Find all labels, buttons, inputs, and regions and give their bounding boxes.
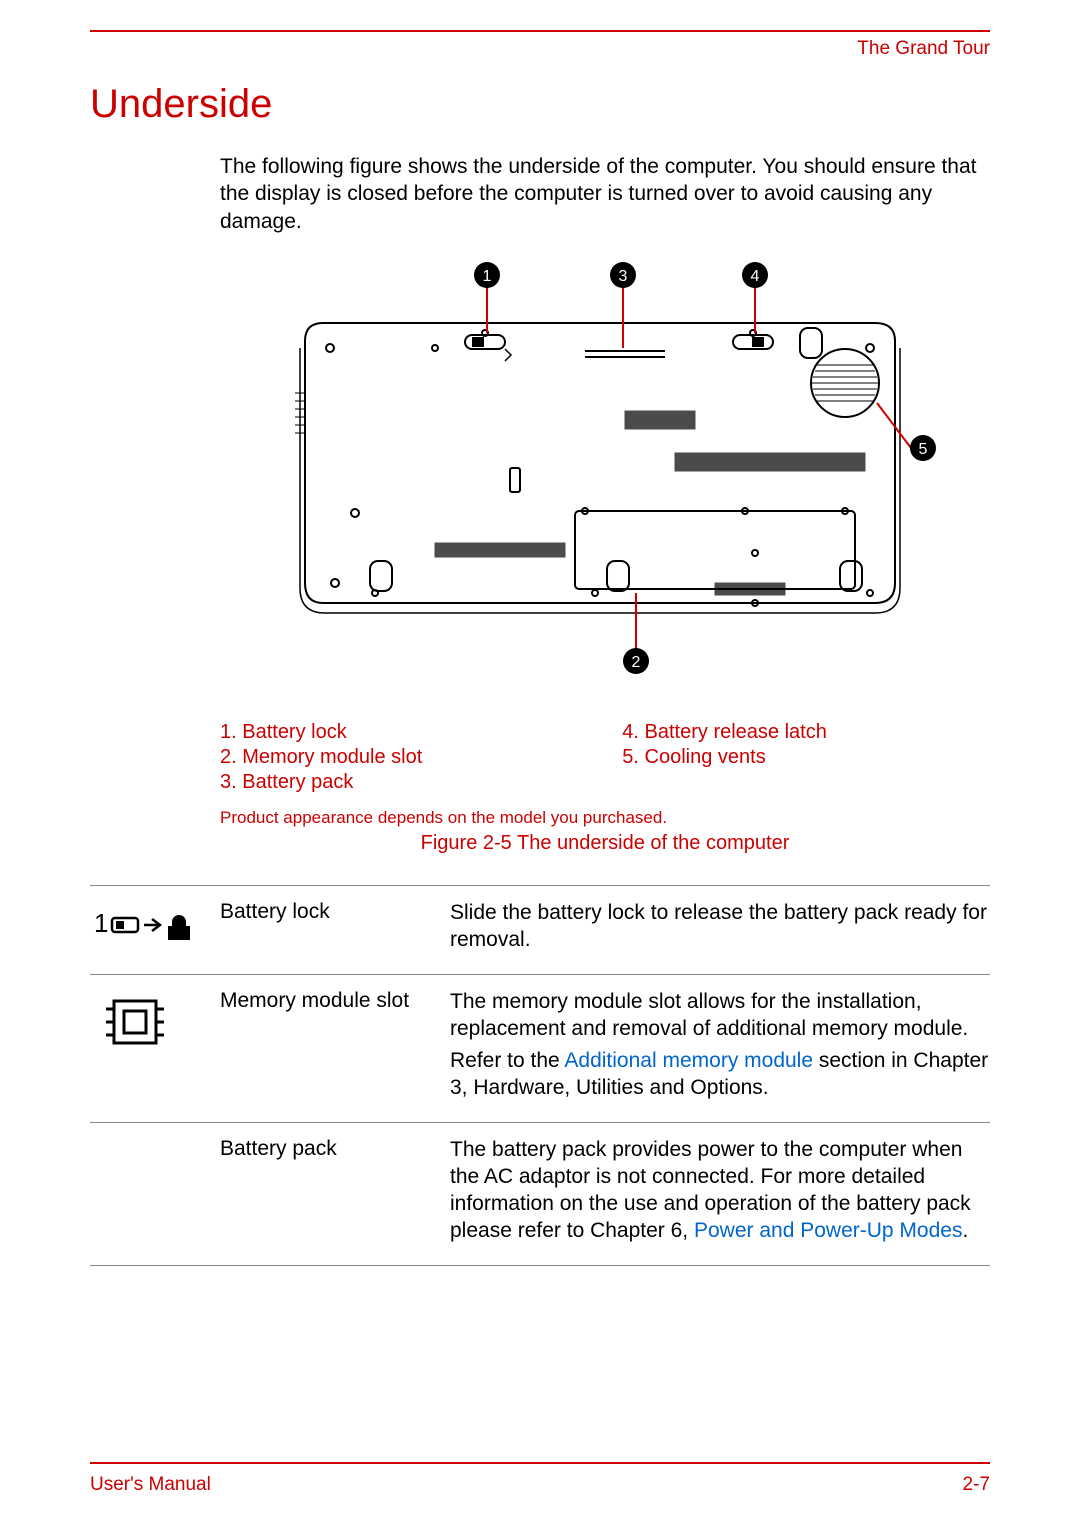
- no-icon: [90, 1137, 220, 1141]
- legend-item: 5. Cooling vents: [622, 746, 827, 769]
- legend-item: 2. Memory module slot: [220, 746, 422, 769]
- def-desc: The battery pack provides power to the c…: [450, 1137, 990, 1251]
- def-desc-line: The battery pack provides power to the c…: [450, 1137, 990, 1245]
- legend-left-col: 1. Battery lock 2. Memory module slot 3.…: [220, 721, 422, 794]
- callout-5: 5: [919, 441, 928, 458]
- def-term: Battery lock: [220, 900, 450, 924]
- definition-table: 1 Battery lock Slide the battery lock to…: [90, 885, 990, 1266]
- svg-text:1: 1: [94, 908, 108, 938]
- figure-note: Product appearance depends on the model …: [220, 808, 990, 828]
- legend-item: 3. Battery pack: [220, 771, 422, 794]
- legend-right-col: 4. Battery release latch 5. Cooling vent…: [622, 721, 827, 794]
- header-chapter: The Grand Tour: [90, 38, 990, 60]
- footer-manual: User's Manual: [90, 1474, 211, 1496]
- figure-underside: 1 3 4 5 2: [220, 253, 990, 713]
- underside-diagram: 1 3 4 5 2: [255, 253, 955, 713]
- battery-lock-icon: 1: [90, 900, 220, 944]
- link-additional-memory[interactable]: Additional memory module: [564, 1049, 813, 1072]
- footer-page-number: 2-7: [963, 1474, 990, 1496]
- legend-item: 1. Battery lock: [220, 721, 422, 744]
- callout-1: 1: [483, 268, 492, 285]
- link-power-modes[interactable]: Power and Power-Up Modes: [694, 1219, 962, 1242]
- def-term: Memory module slot: [220, 989, 450, 1013]
- def-desc: Slide the battery lock to release the ba…: [450, 900, 990, 960]
- def-desc-line: Refer to the Additional memory module se…: [450, 1048, 990, 1102]
- def-row-battery-pack: Battery pack The battery pack provides p…: [90, 1122, 990, 1266]
- footer-rule: [90, 1462, 990, 1464]
- figure-caption: Figure 2-5 The underside of the computer: [220, 832, 990, 855]
- memory-chip-icon: [90, 989, 220, 1053]
- legend-item: 4. Battery release latch: [622, 721, 827, 744]
- def-term: Battery pack: [220, 1137, 450, 1161]
- def-row-battery-lock: 1 Battery lock Slide the battery lock to…: [90, 885, 990, 974]
- intro-paragraph: The following figure shows the underside…: [220, 153, 990, 235]
- section-title: Underside: [90, 82, 990, 127]
- header-rule: [90, 30, 990, 32]
- page-footer: User's Manual 2-7: [90, 1462, 990, 1496]
- callout-2: 2: [632, 654, 641, 671]
- figure-legend: 1. Battery lock 2. Memory module slot 3.…: [220, 721, 990, 794]
- def-row-memory-slot: Memory module slot The memory module slo…: [90, 974, 990, 1123]
- def-desc: The memory module slot allows for the in…: [450, 989, 990, 1109]
- callout-4: 4: [751, 268, 760, 285]
- callout-3: 3: [619, 268, 628, 285]
